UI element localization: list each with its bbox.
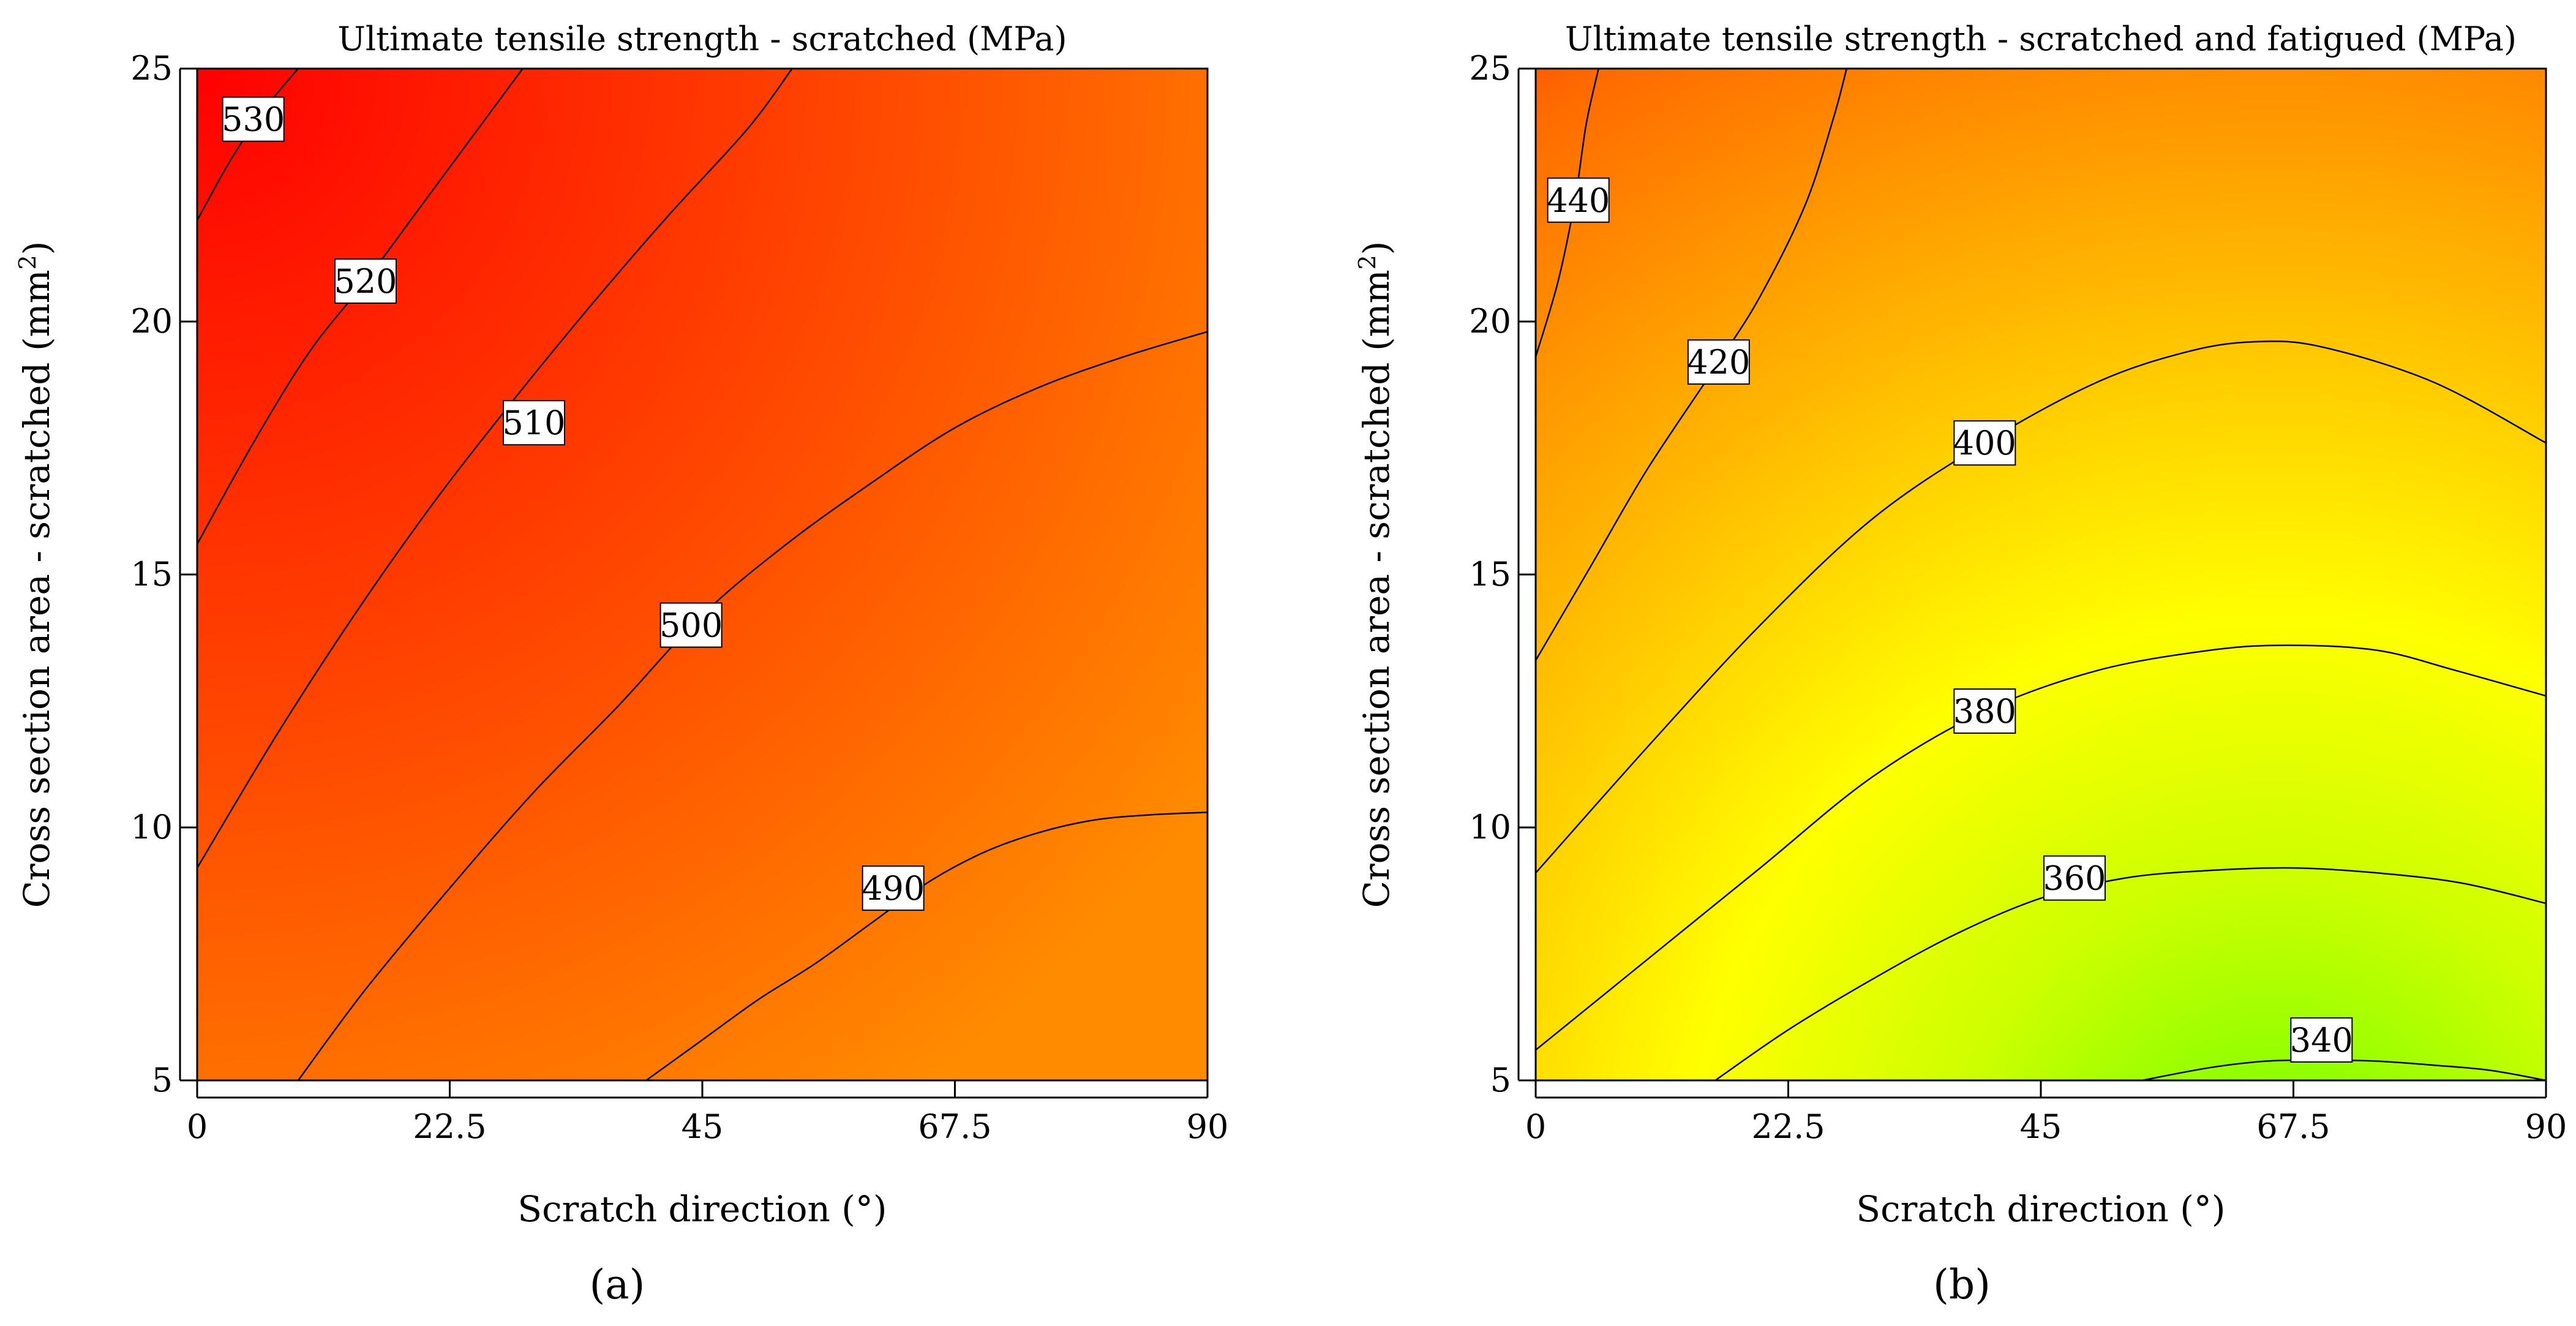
contour-label-530: 530	[222, 100, 285, 139]
y-axis-b: 5 10 15 20 25	[1469, 49, 1536, 1099]
y-tick-label: 15	[130, 555, 173, 593]
x-tick-label: 67.5	[918, 1107, 991, 1146]
contour-label-420: 420	[1687, 343, 1750, 382]
plot-area-a	[197, 69, 1207, 1080]
x-axis-b: 0 22.5 45 67.5 90	[1525, 1080, 2567, 1146]
contour-label-510: 510	[502, 404, 565, 442]
contour-label-340: 340	[2290, 1021, 2353, 1060]
contour-labels-b: 440 420 400 380 360 340	[1547, 177, 2353, 1063]
plot-area-b	[1536, 69, 2546, 1080]
y-axis-label-a: Cross section area - scratched (mm2)	[14, 241, 58, 908]
panel-b: 440 420 400 380 360 340 Ultimate tensile stre…	[1354, 20, 2567, 1308]
x-tick-label: 0	[187, 1107, 208, 1146]
contour-line-500	[297, 331, 1208, 1081]
contour-labels-a: 530 520 510 500 490	[222, 96, 925, 911]
contour-label-box-440	[1547, 177, 1610, 223]
chart-title-b: Ultimate tensile strength - scratched an…	[1565, 20, 2517, 58]
contour-line-380	[1535, 644, 2547, 1051]
contour-label-440: 440	[1547, 181, 1610, 220]
y-tick-label: 25	[1469, 49, 1511, 88]
y-tick-label: 20	[130, 302, 173, 341]
x-tick-label: 22.5	[1751, 1107, 1825, 1146]
y-tick-label: 5	[1490, 1061, 1511, 1099]
contour-label-400: 400	[1953, 424, 2016, 462]
contour-label-box-500	[659, 602, 723, 648]
panel-label-b: (b)	[1933, 1261, 1991, 1308]
contour-label-box-510	[503, 400, 565, 446]
y-tick-label: 10	[1469, 808, 1511, 846]
chart-title-a: Ultimate tensile strength - scratched (M…	[337, 20, 1067, 58]
x-tick-label: 45	[2020, 1107, 2062, 1146]
y-axis-a: 5 10 15 20 25	[130, 49, 197, 1099]
y-axis-label-b: Cross section area - scratched (mm2)	[1354, 241, 1397, 908]
panel-label-a: (a)	[590, 1261, 645, 1308]
x-tick-label: 90	[2525, 1107, 2567, 1146]
contour-label-box-420	[1687, 339, 1750, 385]
contour-label-box-530	[222, 96, 285, 142]
contour-label-520: 520	[334, 262, 397, 301]
contour-line-400	[1535, 340, 2547, 874]
contour-label-box-520	[334, 258, 397, 304]
contour-label-box-340	[2290, 1017, 2353, 1063]
x-tick-label: 90	[1187, 1107, 1229, 1146]
contour-label-box-400	[1953, 420, 2016, 466]
contour-label-380: 380	[1953, 692, 2016, 731]
y-tick-label: 20	[1469, 302, 1511, 341]
x-axis-a: 0 22.5 45 67.5 90	[187, 1080, 1229, 1146]
y-tick-label: 5	[152, 1061, 173, 1099]
x-axis-label-b: Scratch direction (°)	[1856, 1188, 2225, 1230]
y-tick-label: 10	[130, 808, 173, 846]
contour-label-box-360	[2043, 855, 2106, 901]
x-tick-label: 45	[682, 1107, 724, 1146]
x-axis-label-a: Scratch direction (°)	[517, 1188, 887, 1230]
contour-label-box-490	[862, 865, 925, 911]
contour-label-360: 360	[2043, 859, 2106, 898]
x-tick-label: 22.5	[413, 1107, 486, 1146]
contour-line-510	[196, 68, 793, 868]
contour-label-490: 490	[862, 869, 925, 908]
x-tick-label: 67.5	[2256, 1107, 2330, 1146]
contour-line-360	[1714, 867, 2547, 1082]
y-tick-label: 25	[130, 49, 173, 88]
contour-label-box-380	[1953, 688, 2016, 734]
contour-label-500: 500	[659, 606, 723, 645]
x-tick-label: 0	[1525, 1107, 1546, 1146]
y-tick-label: 15	[1469, 555, 1511, 593]
